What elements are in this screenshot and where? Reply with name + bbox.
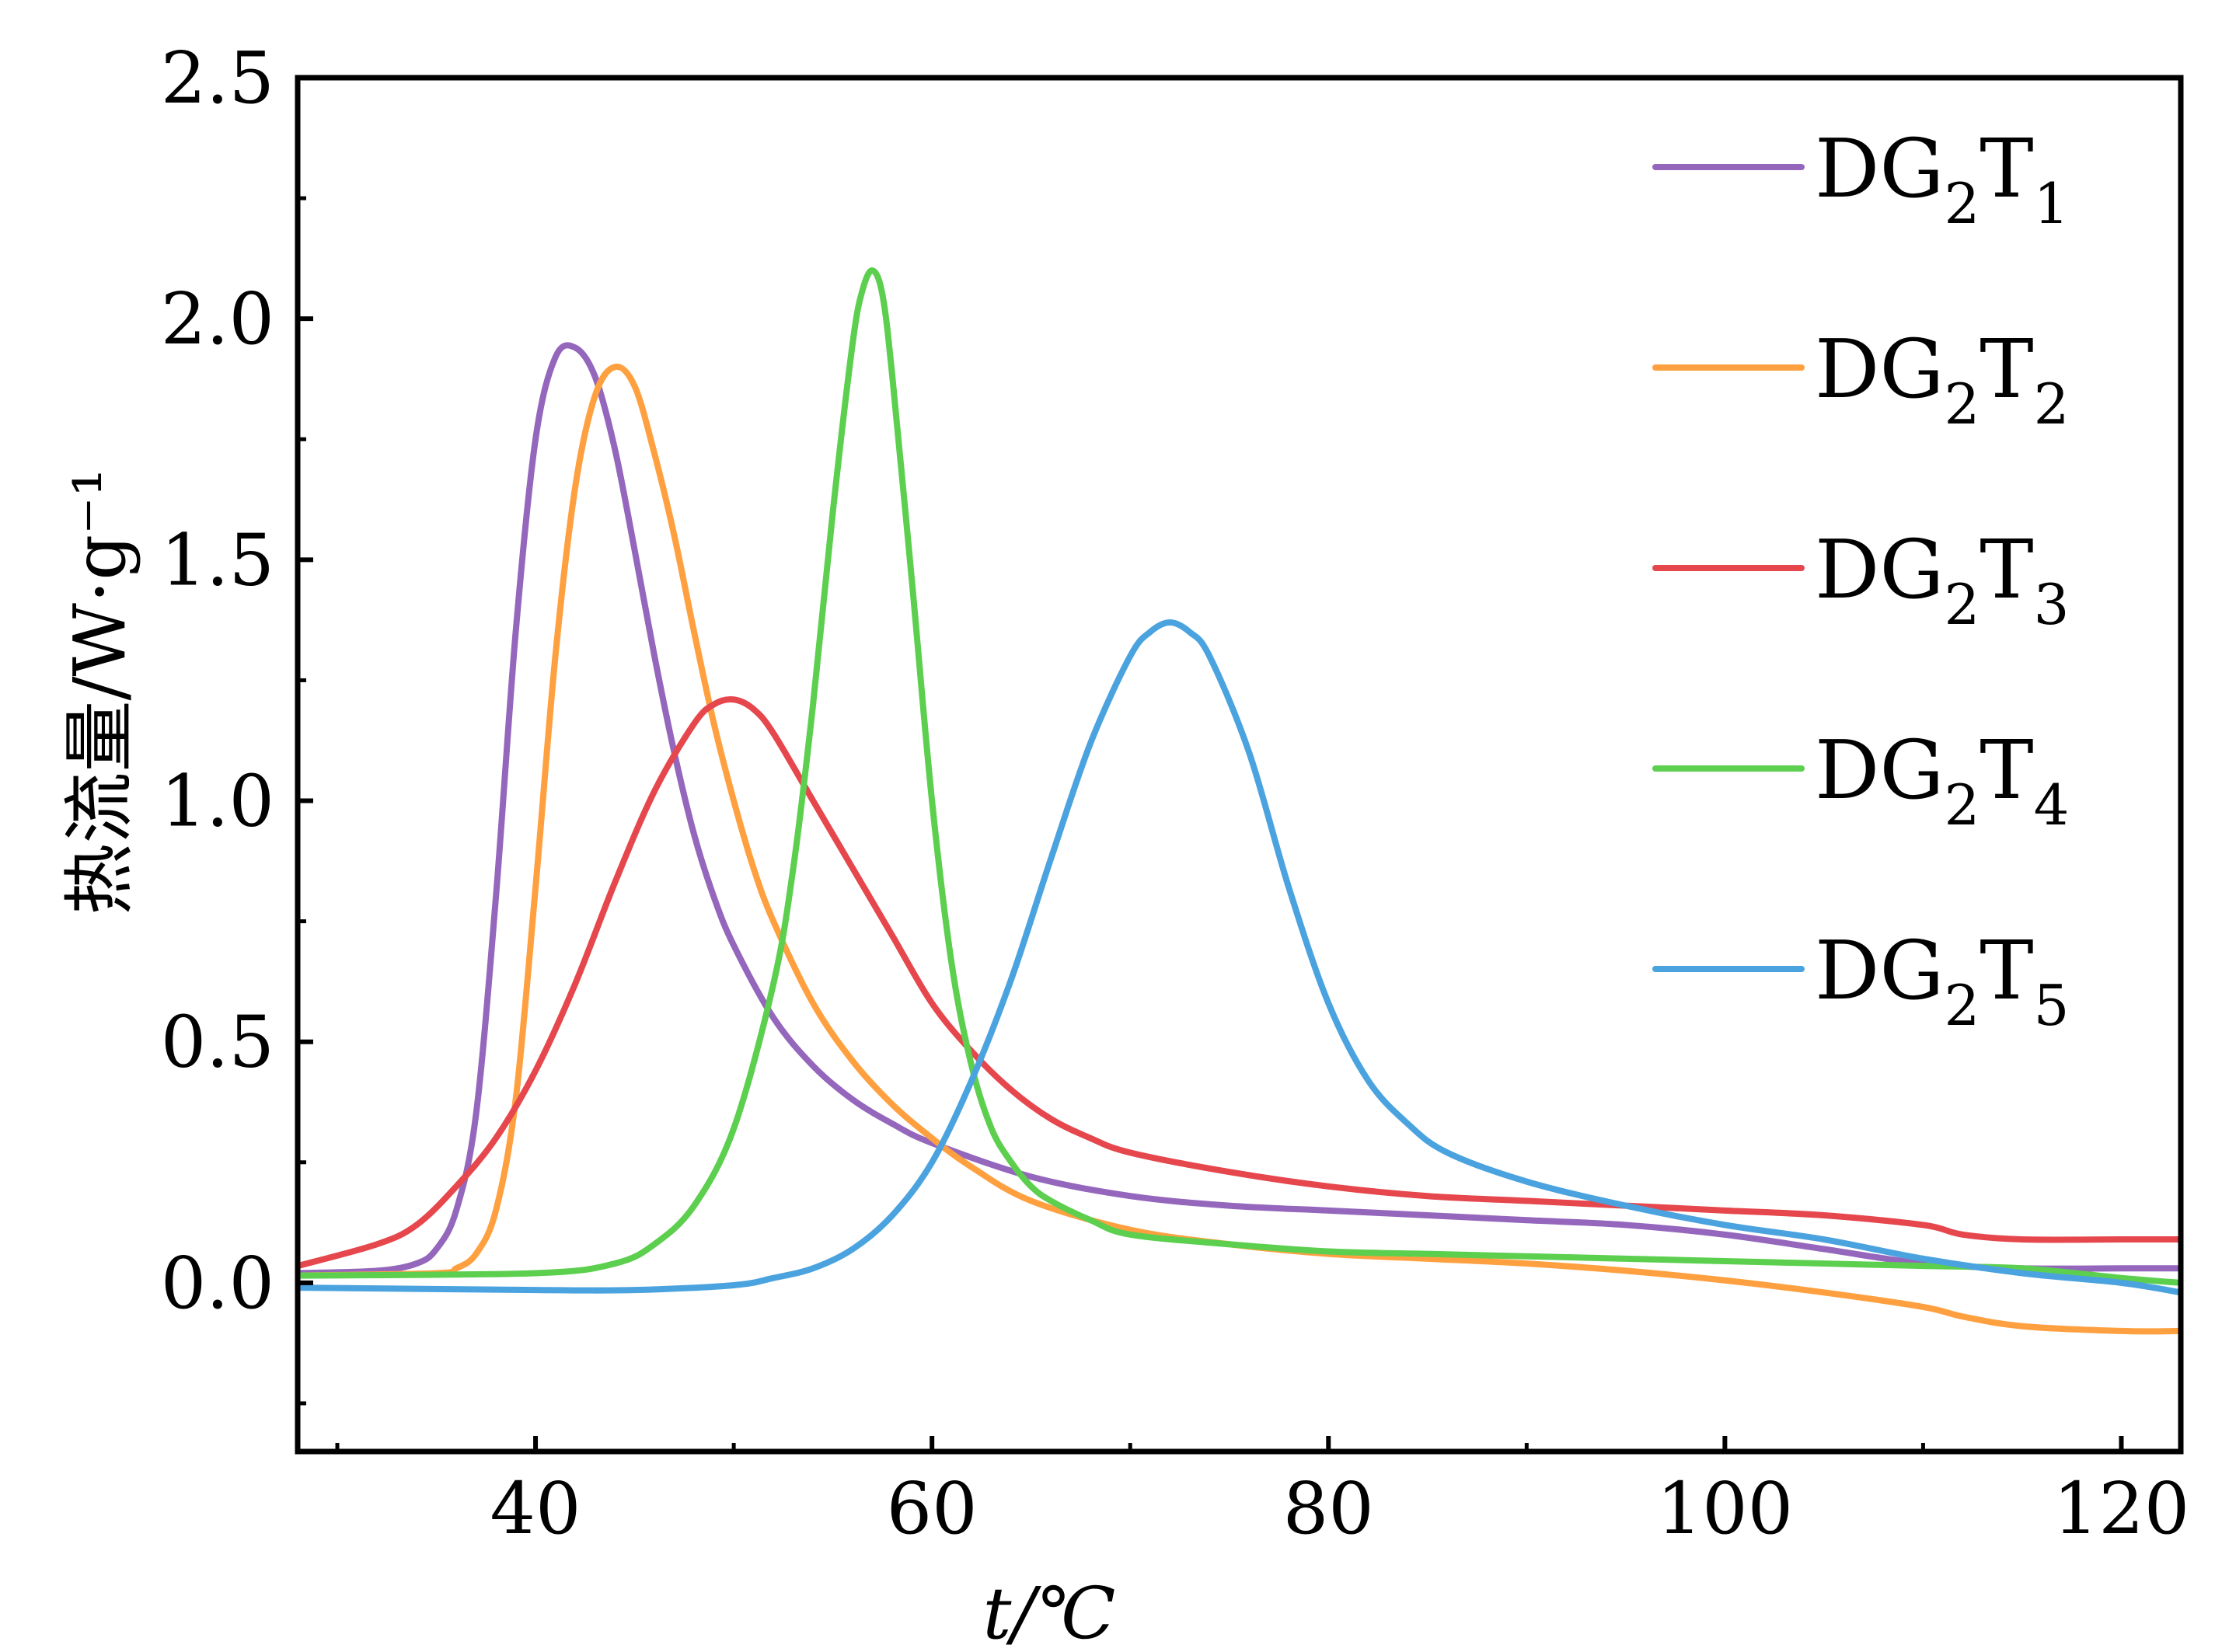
legend-item-DG2T4: DG2T4	[1652, 723, 2069, 838]
y-tick-label: 0.5	[161, 1001, 274, 1084]
legend-label: DG2T5	[1815, 923, 2069, 1038]
series-line-DG2T3	[298, 696, 2181, 1270]
y-tick-label: 0.0	[161, 1242, 274, 1325]
x-axis-title: t/℃	[983, 1572, 1116, 1652]
legend-item-DG2T2: DG2T2	[1652, 322, 2069, 437]
series-line-DG2T4	[298, 267, 2181, 1286]
series-line-DG2T2	[298, 363, 2181, 1335]
plot-frame	[295, 75, 2184, 1455]
series-layer	[298, 267, 2181, 1335]
x-tick-label: 80	[1283, 1467, 1374, 1550]
series-line-DG2T1	[298, 342, 2181, 1277]
legend-item-DG2T1: DG2T1	[1652, 121, 2069, 236]
x-tick-label: 100	[1657, 1467, 1794, 1550]
legend-label: DG2T4	[1815, 723, 2069, 838]
y-tick-label: 1.0	[161, 760, 274, 843]
x-tick-label: 40	[490, 1467, 581, 1550]
axis-layer: 40 60 80 100 120 0.0 0.5 1.0 1.5 2.0 2.5	[161, 37, 2190, 1550]
y-tick-label: 1.5	[161, 518, 274, 601]
x-tick-label: 60	[887, 1467, 978, 1550]
legend-item-DG2T3: DG2T3	[1652, 522, 2069, 637]
legend: DG2T1 DG2T2 DG2T3 DG2T4 DG2T5	[1652, 121, 2069, 1038]
legend-label: DG2T1	[1815, 121, 2069, 236]
series-line-DG2T5	[298, 619, 2181, 1296]
y-axis-title: 热流量/W·g⁻¹	[58, 468, 141, 915]
legend-item-DG2T5: DG2T5	[1652, 923, 2069, 1038]
x-tick-label: 120	[2053, 1467, 2190, 1550]
legend-label: DG2T2	[1815, 322, 2069, 437]
legend-label: DG2T3	[1815, 522, 2069, 637]
y-tick-label: 2.5	[161, 37, 274, 120]
y-tick-label: 2.0	[161, 277, 274, 361]
